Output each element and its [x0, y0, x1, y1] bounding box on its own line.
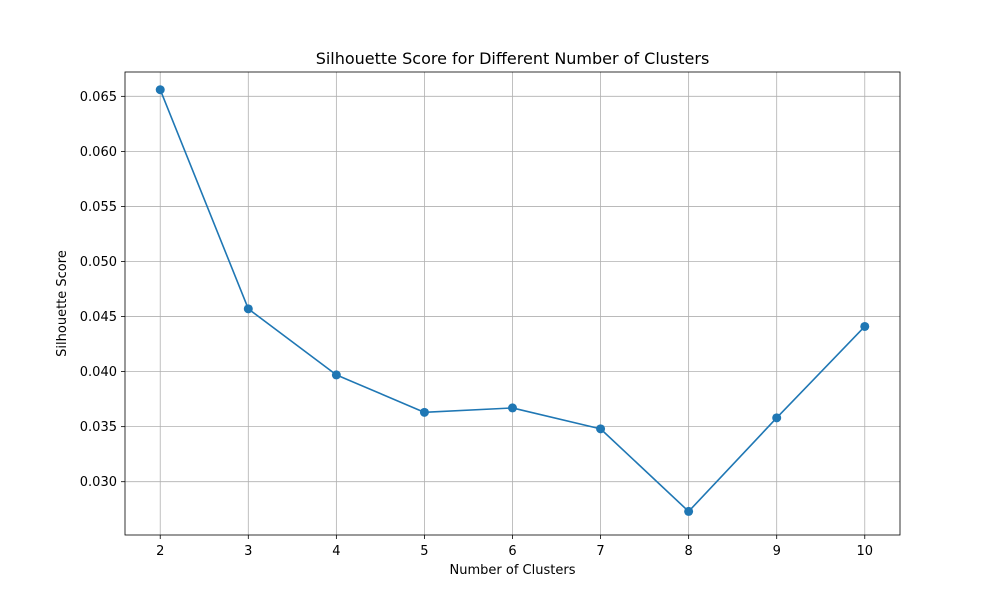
x-tick-label: 9: [773, 544, 781, 559]
y-tick-label: 0.050: [80, 255, 117, 270]
data-point: [508, 403, 517, 413]
chart-title: Silhouette Score for Different Number of…: [316, 49, 710, 68]
data-point: [860, 321, 870, 331]
data-point: [155, 85, 165, 95]
x-axis-label: Number of Clusters: [450, 563, 576, 578]
x-tick-label: 4: [332, 544, 340, 559]
data-point: [596, 424, 606, 434]
y-tick-label: 0.055: [80, 200, 117, 215]
x-tick-label: 10: [856, 544, 873, 559]
y-axis-label: Silhouette Score: [55, 250, 70, 357]
data-point: [419, 407, 429, 417]
data-point: [331, 370, 341, 380]
x-tick-label: 3: [244, 544, 252, 559]
data-point: [772, 413, 782, 423]
data-point: [684, 506, 694, 516]
data-point: [243, 304, 253, 314]
plot-frame: [124, 71, 901, 536]
x-tick-label: 7: [596, 544, 604, 559]
y-tick-label: 0.060: [80, 145, 117, 160]
x-tick-label: 6: [508, 544, 516, 559]
x-tick-label: 8: [684, 544, 692, 559]
axis-ticks: 2 3 4 5 6 7 8 9 10 0.030 0.035 0.040 0.045 0.050 0.055…: [80, 90, 873, 559]
grid: [125, 72, 900, 535]
y-tick-label: 0.040: [80, 365, 117, 380]
y-tick-label: 0.045: [80, 310, 117, 325]
series-layer: [155, 85, 870, 516]
x-tick-label: 2: [156, 544, 164, 559]
y-tick-label: 0.065: [80, 90, 117, 105]
y-tick-label: 0.030: [80, 475, 117, 490]
y-tick-label: 0.035: [80, 420, 117, 435]
x-tick-label: 5: [420, 544, 428, 559]
